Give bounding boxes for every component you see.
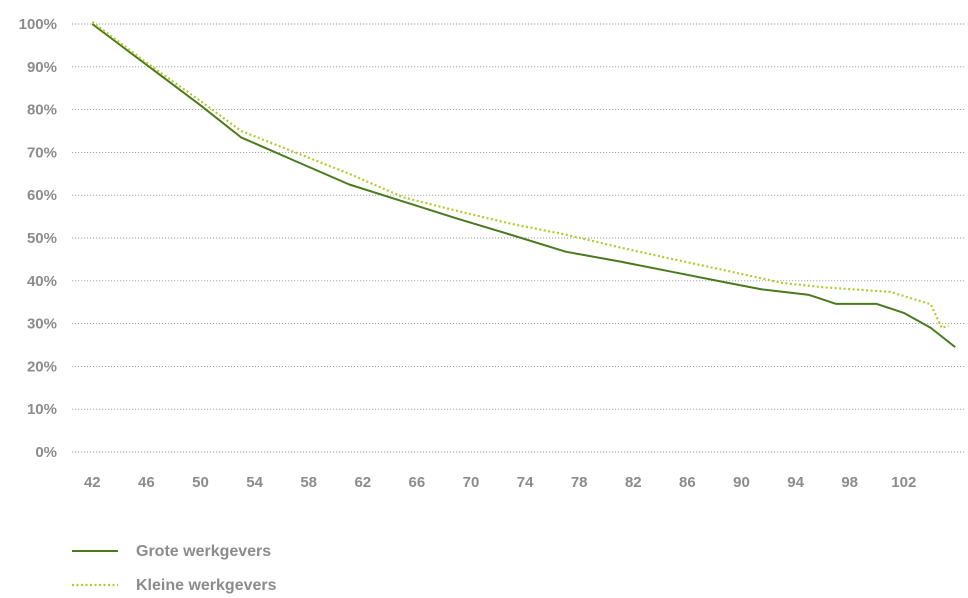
x-tick-label: 98 [841,474,858,491]
y-axis-ticks: 0% 10% 20% 30% 40% 50% 60% 70% 80% 90% 100% [19,16,57,461]
x-tick-label: 50 [192,474,209,491]
x-tick-label: 102 [891,474,916,491]
x-tick-label: 78 [571,474,588,491]
legend: Grote werkgevers Kleine werkgevers [72,543,277,594]
x-tick-label: 54 [246,474,263,491]
y-tick-label: 60% [27,187,57,204]
y-tick-label: 20% [27,358,57,375]
x-tick-label: 58 [300,474,317,491]
x-tick-label: 74 [517,474,534,491]
y-tick-label: 100% [19,16,57,33]
x-tick-label: 70 [463,474,480,491]
y-tick-label: 30% [27,316,57,333]
x-tick-label: 46 [138,474,155,491]
legend-label-0: Grote werkgevers [136,543,271,560]
y-tick-label: 10% [27,401,57,418]
y-tick-label: 50% [27,230,57,247]
legend-label-1: Kleine werkgevers [136,577,277,594]
x-tick-label: 86 [679,474,696,491]
series-lines [91,21,956,348]
x-tick-label: 82 [625,474,642,491]
gridlines [72,23,966,453]
x-tick-label: 66 [409,474,426,491]
y-tick-label: 70% [27,144,57,161]
y-tick-label: 0% [35,444,57,461]
x-axis-ticks: 42 46 50 54 58 62 66 70 74 78 82 86 90 94 98 102 [84,474,916,491]
y-tick-label: 40% [27,273,57,290]
series-line-0 [91,23,956,348]
x-tick-label: 62 [354,474,371,491]
y-tick-label: 80% [27,102,57,119]
x-tick-label: 42 [84,474,101,491]
y-tick-label: 90% [27,59,57,76]
x-tick-label: 94 [787,474,804,491]
series-line-1 [91,21,949,329]
x-tick-label: 90 [733,474,750,491]
